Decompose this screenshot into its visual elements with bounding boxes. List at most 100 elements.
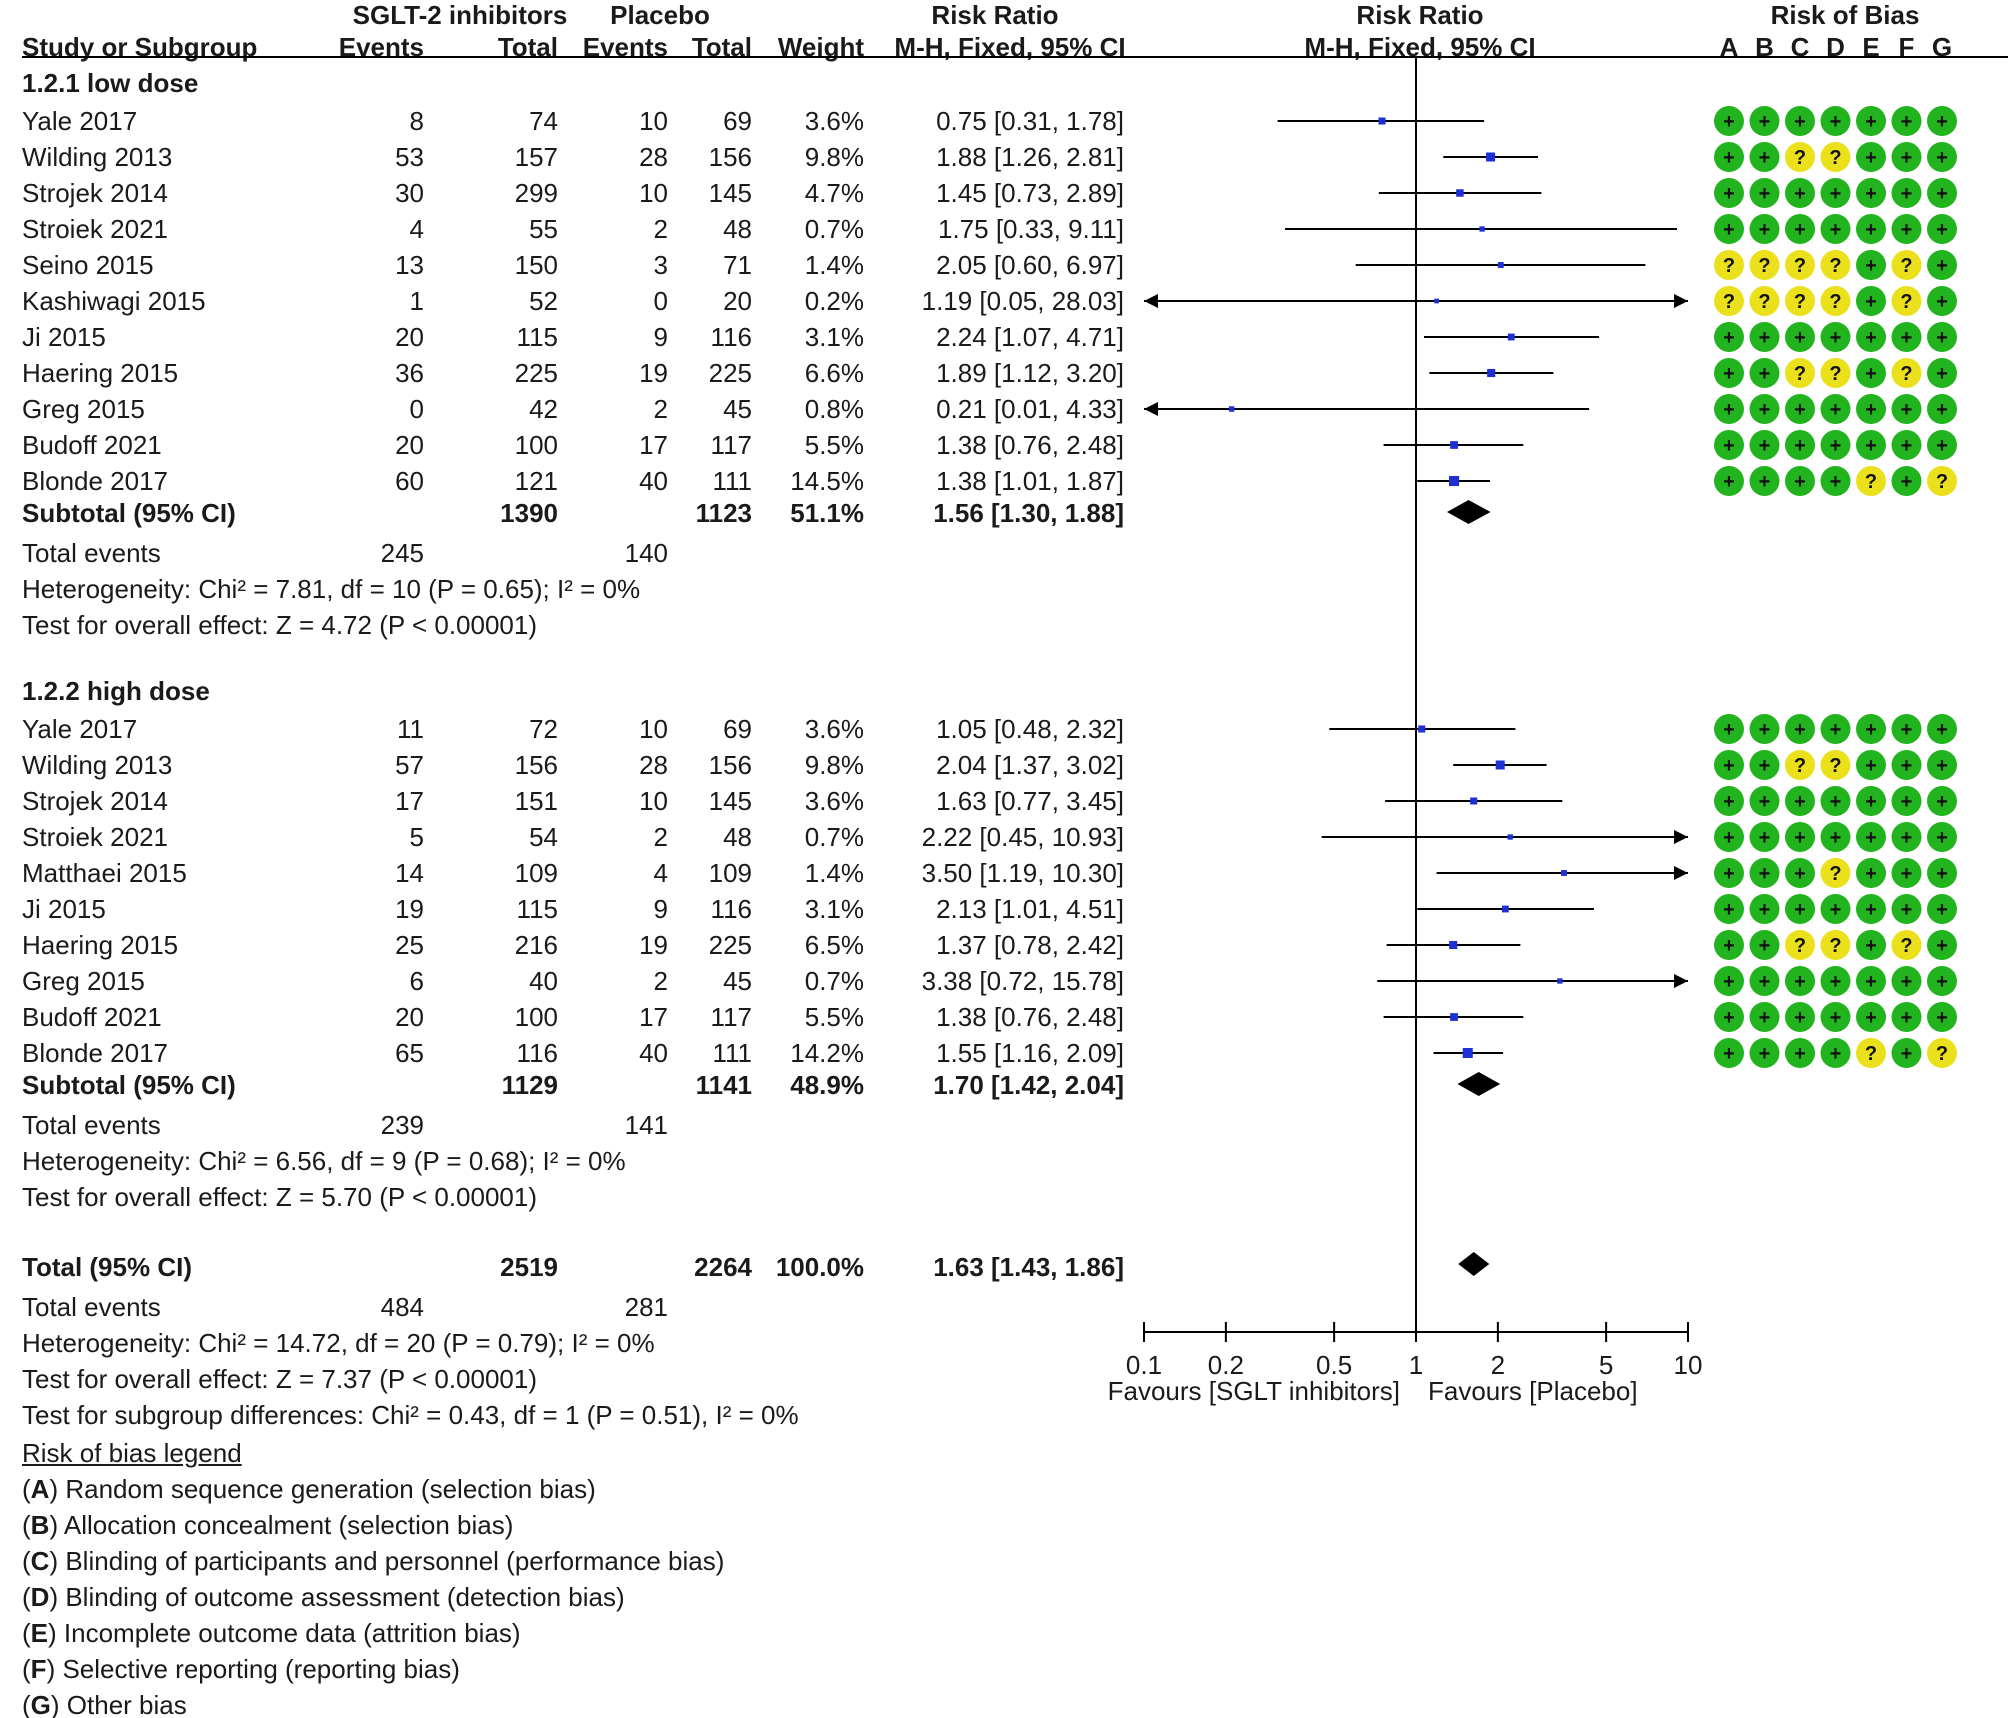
total1-cell: 55 [529,214,558,244]
rob-symbol: + [1901,863,1913,885]
rob-symbol: + [1759,719,1771,741]
rob-symbol: + [1723,755,1735,777]
rob-circle [1820,322,1851,352]
legend-text: ) Allocation concealment (selection bias… [49,1510,514,1540]
rob-symbol: + [1901,219,1913,241]
total1-cell: 157 [514,142,558,172]
ci-cell: 2.05 [0.60, 6.97] [936,250,1124,280]
rob-symbol: + [1759,899,1771,921]
rob-symbol: ? [1723,255,1735,277]
rob-circle [1714,966,1744,996]
study-name: Stroiek 2021 [22,214,168,244]
rob-symbol: ? [1723,291,1735,313]
rob-symbol: + [1830,435,1842,457]
events2-cell: 10 [639,106,668,136]
point-estimate-marker [1378,117,1386,125]
rob-circle [1785,358,1815,388]
x-tick-label: 10 [1673,1350,1703,1380]
rob-symbol: + [1865,755,1877,777]
point-estimate-marker [1497,262,1504,268]
rob-circle [1714,250,1744,280]
rob-circle [1856,1002,1886,1032]
heterogeneity-text: Heterogeneity: Chi² = 6.56, df = 9 (P = … [22,1146,626,1176]
point-estimate-marker [1507,834,1513,840]
rob-circle [1856,714,1886,744]
legend-paren: ( [22,1510,31,1540]
weight-cell: 1.4% [804,250,864,280]
rob-symbol: + [1865,291,1877,313]
total2-cell: 117 [710,430,752,460]
total-events1: 245 [380,538,424,568]
study-name: Blonde 2017 [22,466,169,496]
rob-symbol: + [1936,435,1948,457]
total1-cell: 109 [514,858,558,888]
ci-cell: 1.19 [0.05, 28.03] [921,286,1124,316]
rob-symbol: + [1759,363,1771,385]
rob-symbol: ? [1829,755,1841,777]
rob-circle [1927,858,1957,888]
rob-circle [1891,786,1922,816]
weight-cell: 4.7% [804,178,864,208]
rob-symbol: ? [1936,471,1948,493]
rob-circle [1820,142,1851,172]
rob-circle [1856,358,1886,388]
rob-circle [1820,214,1851,244]
rob-circle [1891,930,1922,960]
subtotal-total1: 1390 [500,498,558,528]
header-total1: Total [497,32,558,62]
total2-cell: 111 [712,1038,752,1068]
legend-item: (A) Random sequence generation (selectio… [22,1476,596,1502]
point-estimate-marker [1418,725,1426,733]
ci-cell: 1.45 [0.73, 2.89] [936,178,1124,208]
rob-symbol: + [1936,791,1948,813]
rob-circle [1785,178,1815,208]
rob-circle [1749,430,1780,460]
point-estimate-marker [1557,978,1563,984]
rob-circle [1714,786,1744,816]
rob-letter-B: B [1755,32,1774,62]
grand-total-events-label: Total events [22,1292,161,1322]
events1-cell: 1 [409,286,424,316]
rob-symbol: + [1901,399,1913,421]
rob-circle [1749,142,1780,172]
study-name: Strojek 2014 [22,786,168,816]
rob-symbol: + [1794,863,1806,885]
events2-cell: 0 [653,286,668,316]
rob-symbol: + [1830,719,1842,741]
subtotal-total1: 1129 [501,1070,558,1100]
heterogeneity-text: Heterogeneity: Chi² = 7.81, df = 10 (P =… [22,574,641,604]
rob-circle [1856,322,1886,352]
rob-circle [1856,106,1886,136]
rob-symbol: ? [1794,755,1806,777]
rob-circle [1891,750,1922,780]
total1-cell: 151 [514,786,558,816]
rob-circle [1820,930,1851,960]
rob-symbol: + [1901,147,1913,169]
rob-circle [1820,358,1851,388]
weight-cell: 9.8% [804,142,864,172]
rob-symbol: + [1794,1043,1806,1065]
total2-cell: 20 [723,286,752,316]
study-name: Seino 2015 [22,250,154,280]
rob-symbol: ? [1936,1043,1948,1065]
ci-cell: 3.50 [1.19, 10.30] [921,858,1124,888]
total2-cell: 109 [708,858,752,888]
rob-symbol: + [1865,827,1877,849]
rob-circle [1891,966,1922,996]
total-label: Total (95% CI) [22,1252,192,1282]
events2-cell: 28 [639,750,668,780]
events2-cell: 2 [653,822,668,852]
rob-symbol: + [1794,471,1806,493]
legend-key: A [30,1474,50,1504]
events1-cell: 20 [395,1002,424,1032]
rob-circle [1749,750,1780,780]
weight-cell: 3.6% [804,786,864,816]
rob-circle [1927,750,1957,780]
rob-circle [1820,430,1851,460]
rob-symbol: ? [1829,935,1841,957]
study-name: Budoff 2021 [22,430,162,460]
ci-cell: 0.75 [0.31, 1.78] [936,106,1124,136]
rob-circle [1785,786,1815,816]
rob-symbol: + [1794,399,1806,421]
